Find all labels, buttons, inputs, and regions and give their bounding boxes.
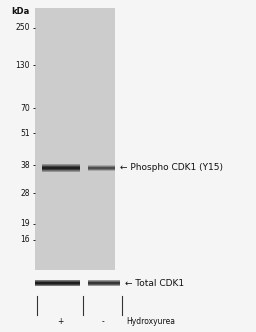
Text: +: + xyxy=(57,317,63,326)
Text: 38: 38 xyxy=(20,160,30,170)
Bar xyxy=(35,8,115,270)
Bar xyxy=(42,170,80,171)
Bar xyxy=(42,171,80,172)
Text: 28: 28 xyxy=(20,189,30,198)
Text: -: - xyxy=(102,317,104,326)
Bar xyxy=(42,169,80,170)
Bar xyxy=(42,168,80,169)
Bar xyxy=(42,167,80,168)
Text: 130: 130 xyxy=(16,60,30,69)
Text: ← Total CDK1: ← Total CDK1 xyxy=(125,279,184,288)
Bar xyxy=(42,166,80,167)
Text: Hydroxyurea: Hydroxyurea xyxy=(126,317,175,326)
Text: 19: 19 xyxy=(20,219,30,228)
Text: 250: 250 xyxy=(16,24,30,33)
Text: 16: 16 xyxy=(20,235,30,244)
Bar xyxy=(42,165,80,166)
Text: 51: 51 xyxy=(20,128,30,137)
Text: 70: 70 xyxy=(20,104,30,113)
Bar xyxy=(42,164,80,165)
Text: kDa: kDa xyxy=(12,8,30,17)
Text: ← Phospho CDK1 (Y15): ← Phospho CDK1 (Y15) xyxy=(120,163,223,173)
